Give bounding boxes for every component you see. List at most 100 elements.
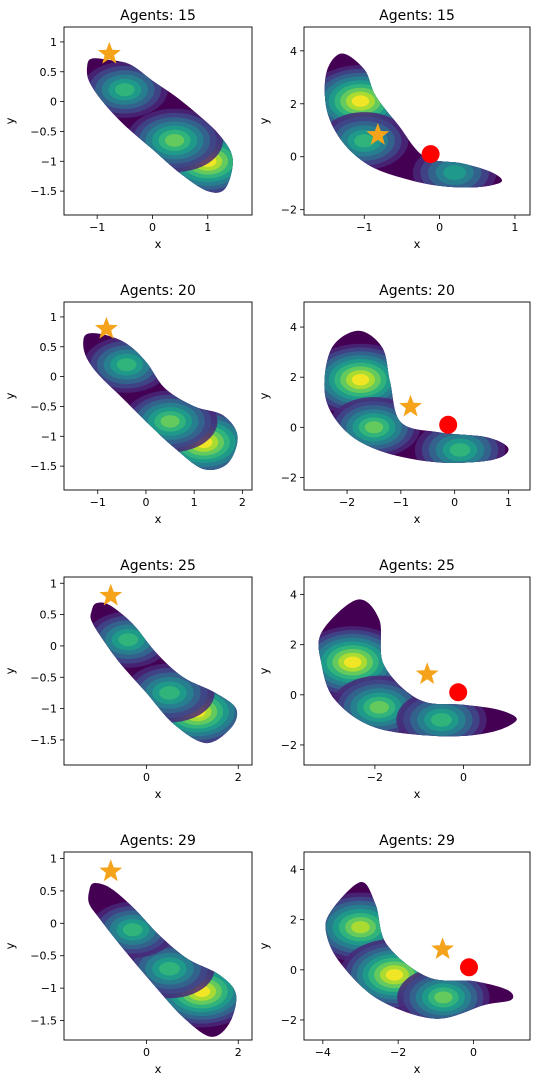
x-axis-label: x (414, 787, 421, 801)
y-tick-label: −0.5 (30, 950, 57, 963)
subplot-8: −4 −2 0 −2 0 2 4 Agents: 29 x y (257, 833, 531, 1076)
circle-marker (421, 145, 440, 164)
y-tick-label: −1 (41, 155, 57, 168)
y-tick-label: 0.5 (40, 609, 58, 622)
x-tick-label: −4 (315, 1046, 331, 1059)
y-tick-label: −1.5 (30, 185, 57, 198)
x-axis-label: x (155, 787, 162, 801)
y-tick-label: 4 (290, 864, 297, 877)
y-tick-label: 0.5 (40, 885, 58, 898)
subplot-3: −1 0 1 2 −1.5 −1 −0.5 0 0.5 1 Agents: 20 x y (3, 283, 253, 526)
subplot-title: Agents: 15 (379, 8, 455, 24)
subplot-2: −1 0 1 −2 0 2 4 Agents: 15 x y (257, 8, 531, 251)
x-tick-label: 0 (436, 221, 443, 234)
density-level (159, 961, 180, 976)
y-tick-label: 0 (290, 421, 297, 434)
subplot-title: Agents: 20 (120, 283, 196, 299)
subplot-title: Agents: 25 (379, 558, 455, 574)
y-tick-label: 0 (290, 151, 297, 164)
x-tick-label: 1 (204, 221, 211, 234)
star-marker (99, 859, 123, 882)
density-level (354, 134, 375, 148)
density-contours (89, 901, 237, 1028)
x-tick-label: 2 (235, 771, 242, 784)
subplot-title: Agents: 20 (379, 283, 455, 299)
y-tick-label: 1 (50, 36, 57, 49)
y-tick-label: −1.5 (30, 460, 57, 473)
y-tick-label: 1 (50, 311, 57, 324)
density-contours (325, 892, 490, 1019)
density-contours (90, 611, 238, 744)
y-axis-label: y (3, 117, 17, 124)
axes-frame (63, 301, 253, 491)
x-tick-label: −1 (90, 496, 106, 509)
x-tick-label: −1 (393, 496, 409, 509)
density-contours (318, 626, 487, 737)
x-axis-label: x (155, 512, 162, 526)
y-axis-label: y (257, 117, 271, 124)
y-tick-label: 0 (50, 917, 57, 930)
y-tick-label: 0.5 (40, 66, 58, 79)
y-tick-label: 4 (290, 45, 297, 58)
subplot-7: 0 2 −1.5 −1 −0.5 0 0.5 1 Agents: 29 x y (3, 833, 253, 1076)
axes-frame (303, 301, 531, 491)
y-tick-label: −1 (41, 982, 57, 995)
star-marker (366, 123, 390, 145)
y-tick-label: −2 (281, 739, 297, 752)
y-tick-label: 0 (50, 96, 57, 109)
y-tick-label: 2 (290, 639, 297, 652)
density-contours (83, 336, 238, 470)
density-level (164, 134, 185, 147)
circle-marker (460, 958, 478, 977)
density-contours (324, 343, 506, 463)
subplot-5: 0 2 −1.5 −1 −0.5 0 0.5 1 Agents: 25 x y (3, 558, 253, 801)
y-axis-label: y (257, 667, 271, 674)
density-level (351, 374, 370, 386)
y-tick-label: 1 (50, 577, 57, 590)
y-axis-label: y (3, 667, 17, 674)
subplot-4: −2 −1 0 1 −2 0 2 4 Agents: 20 x y (257, 283, 531, 526)
x-tick-label: 0 (470, 1046, 477, 1059)
x-tick-label: −1 (356, 221, 372, 234)
axes-frame (303, 576, 531, 766)
y-tick-label: −2 (281, 204, 297, 217)
x-tick-label: −1 (89, 221, 105, 234)
x-axis-label: x (414, 1062, 421, 1076)
density-level (160, 415, 180, 428)
y-tick-label: −0.5 (30, 400, 57, 413)
star-marker (99, 583, 123, 606)
star-marker (97, 41, 121, 64)
y-tick-label: −0.5 (30, 671, 57, 684)
x-axis-label: x (414, 237, 421, 251)
star-marker (95, 316, 118, 339)
star-marker (399, 394, 422, 417)
y-axis-label: y (257, 942, 271, 949)
subplot-title: Agents: 29 (379, 833, 455, 849)
star-marker (415, 662, 439, 684)
x-axis-label: x (155, 1062, 162, 1076)
x-tick-label: 1 (191, 496, 198, 509)
density-level (122, 923, 143, 937)
x-axis-label: x (414, 512, 421, 526)
y-tick-label: 2 (290, 914, 297, 927)
axes-frame (63, 576, 253, 766)
x-axis-label: x (155, 237, 162, 251)
x-tick-label: 2 (235, 1046, 242, 1059)
density-level (385, 969, 404, 981)
density-level (431, 713, 452, 727)
density-level (351, 921, 370, 934)
density-level (114, 83, 135, 97)
y-tick-label: −1.5 (30, 734, 57, 747)
density-level (364, 421, 384, 434)
y-tick-label: −2 (281, 471, 297, 484)
density-level (449, 443, 471, 457)
star-marker (431, 937, 454, 959)
density-level (369, 701, 389, 714)
x-tick-label: 0 (143, 771, 150, 784)
y-axis-label: y (3, 942, 17, 949)
subplot-title: Agents: 25 (120, 558, 196, 574)
y-tick-label: 2 (290, 371, 297, 384)
subplot-1: −1 0 1 −1.5 −1 −0.5 0 0.5 1 Agents: 15 x y (3, 8, 253, 251)
y-tick-label: −2 (281, 1014, 297, 1027)
